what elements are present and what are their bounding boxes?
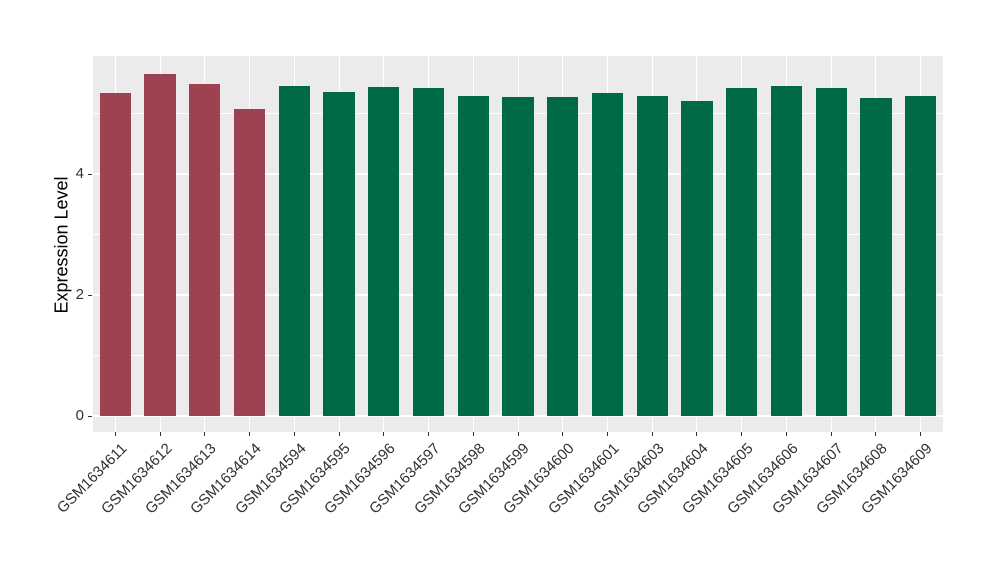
x-tick-mark	[383, 432, 385, 436]
x-tick-mark	[562, 432, 564, 436]
bar-GSM1634613	[189, 83, 221, 416]
bar-GSM1634603	[636, 95, 668, 416]
x-tick-mark	[249, 432, 251, 436]
x-tick-mark	[785, 432, 787, 436]
bar-GSM1634606	[770, 85, 803, 416]
bar-GSM1634609	[904, 95, 937, 416]
x-tick-mark	[293, 432, 295, 436]
x-tick-mark	[606, 432, 608, 436]
bar-GSM1634614	[233, 109, 266, 416]
bar-GSM1634607	[815, 88, 847, 416]
x-tick-mark	[741, 432, 743, 436]
x-tick-mark	[651, 432, 653, 436]
y-tick-label: 0	[75, 407, 84, 424]
bar-GSM1634611	[99, 92, 132, 416]
bar-GSM1634599	[502, 97, 534, 416]
x-tick-mark	[204, 432, 206, 436]
bar-GSM1634597	[412, 88, 445, 416]
bar-GSM1634595	[323, 91, 355, 416]
x-tick-mark	[517, 432, 519, 436]
bar-GSM1634608	[860, 97, 892, 416]
bar-GSM1634605	[726, 88, 758, 416]
x-tick-mark	[472, 432, 474, 436]
bar-GSM1634594	[278, 86, 310, 416]
x-tick-mark	[830, 432, 832, 436]
y-tick-mark	[88, 173, 92, 175]
bar-GSM1634596	[368, 86, 400, 416]
x-tick-mark	[875, 432, 877, 436]
x-tick-mark	[428, 432, 430, 436]
bar-GSM1634601	[591, 92, 624, 416]
y-tick-mark	[88, 415, 92, 417]
x-tick-mark	[338, 432, 340, 436]
bar-GSM1634598	[457, 95, 489, 416]
y-tick-label: 4	[75, 165, 84, 182]
x-tick-mark	[920, 432, 922, 436]
bar-GSM1634612	[144, 74, 176, 416]
x-tick-mark	[114, 432, 116, 436]
bar-GSM1634600	[547, 97, 579, 416]
y-tick-mark	[88, 294, 92, 296]
bar-GSM1634604	[681, 100, 713, 416]
plot-panel	[93, 56, 943, 432]
x-tick-mark	[696, 432, 698, 436]
y-tick-label: 2	[75, 286, 84, 303]
x-tick-mark	[159, 432, 161, 436]
